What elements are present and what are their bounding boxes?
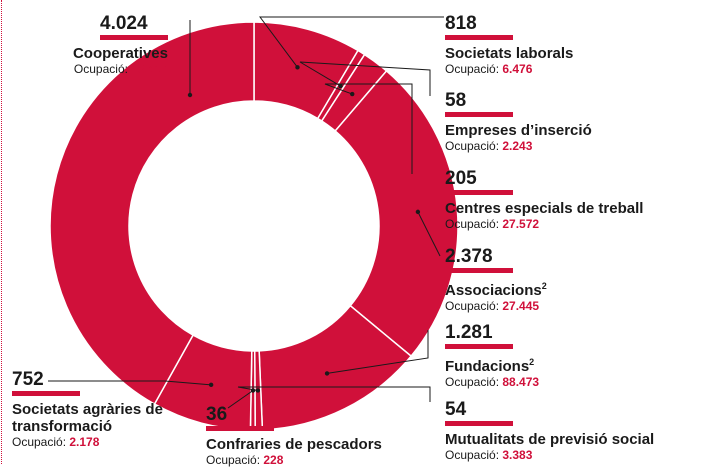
value-label: 752 bbox=[12, 370, 80, 396]
leader-societats-laborals bbox=[259, 16, 444, 68]
occupation: Ocupació: 27.572 bbox=[445, 217, 540, 231]
leader-dot-centres-especials bbox=[350, 91, 355, 97]
occupation: Ocupació: 45.417 bbox=[73, 62, 168, 76]
occupation: Ocupació: 88.473 bbox=[445, 375, 540, 389]
occupation: Ocupació: 6.476 bbox=[445, 62, 533, 76]
category-name: Centres especials de treball bbox=[445, 200, 644, 217]
value-label: 205 bbox=[445, 169, 513, 195]
treballadors-label: treballadors1,3 bbox=[208, 273, 300, 291]
category-name: Societats agràries de transformació bbox=[12, 401, 163, 435]
value-label: 818 bbox=[445, 14, 513, 40]
occupation: Ocupació: 2.243 bbox=[445, 139, 533, 153]
category-name: Cooperatives bbox=[72, 45, 168, 62]
slice-cooperatives bbox=[49, 21, 255, 406]
leader-dot-associacions bbox=[415, 209, 421, 215]
category-name: Societats laborals bbox=[445, 45, 574, 62]
label-fundacions: 1.281 Fundacions2 Ocupació: 88.473 bbox=[445, 323, 539, 389]
occupation: Ocupació: 3.383 bbox=[445, 448, 533, 462]
label-associacions: 2.378 Associacions2 Ocupació: 27.445 bbox=[445, 247, 547, 313]
dotted-rule bbox=[1, 0, 2, 464]
treballadors-total: 183.978 bbox=[207, 241, 301, 271]
leader-fundacions bbox=[326, 330, 429, 374]
label-confraries: 36 Confraries de pescadors Ocupació: 228 bbox=[206, 405, 382, 467]
leader-centres-especials bbox=[324, 83, 413, 174]
occupation: Ocupació: 27.445 bbox=[445, 299, 540, 313]
value-label: 1.281 bbox=[445, 323, 513, 349]
leader-dot-fundacions bbox=[324, 371, 330, 376]
value-label: 36 bbox=[206, 405, 274, 431]
entitats-total: 9.485 bbox=[221, 180, 287, 210]
center-summary: 9.485 entitats1 183.978 treballadors1,3 bbox=[174, 181, 334, 291]
label-centres-especials: 205 Centres especials de treball Ocupaci… bbox=[445, 169, 643, 231]
category-name: Associacions2 bbox=[445, 281, 547, 299]
leader-associacions bbox=[417, 211, 441, 257]
category-name: Confraries de pescadors bbox=[206, 436, 382, 453]
leader-confraries bbox=[227, 390, 254, 409]
label-empreses-insercio: 58 Empreses d’inserció Ocupació: 2.243 bbox=[445, 91, 592, 153]
label-sat: 752 Societats agràries de transformació … bbox=[12, 370, 202, 449]
value-label: 2.378 bbox=[445, 247, 513, 273]
leader-sat bbox=[48, 380, 212, 386]
slice-associacions bbox=[334, 69, 459, 358]
label-cooperatives: 4.024 Cooperatives Ocupació: 45.417 bbox=[73, 14, 168, 76]
occupation: Ocupació: 2.178 bbox=[12, 435, 100, 449]
label-societats-laborals: 818 Societats laborals Ocupació: 6.476 bbox=[445, 14, 573, 76]
leader-dot-societats-laborals bbox=[295, 65, 300, 70]
leader-empreses-insercio bbox=[299, 61, 431, 96]
category-name: Mutualitats de previsió social bbox=[445, 431, 655, 448]
leader-dot-sat bbox=[208, 382, 214, 388]
label-mutualitats: 54 Mutualitats de previsió social Ocupac… bbox=[445, 400, 654, 462]
value-label: 54 bbox=[445, 400, 513, 426]
leader-dot-empreses-insercio bbox=[338, 83, 343, 89]
value-label: 58 bbox=[445, 91, 513, 117]
leader-mutualitats bbox=[237, 386, 431, 402]
category-name: Empreses d’inserció bbox=[445, 122, 592, 139]
value-label: 4.024 bbox=[100, 14, 168, 40]
category-name: Fundacions2 bbox=[445, 357, 535, 375]
leader-dot-cooperatives bbox=[187, 92, 193, 98]
leader-dot-mutualitats bbox=[255, 388, 261, 393]
leader-dot-confraries bbox=[250, 388, 256, 393]
occupation: Ocupació: 228 bbox=[206, 453, 284, 467]
entitats-label: entitats1 bbox=[227, 212, 281, 230]
